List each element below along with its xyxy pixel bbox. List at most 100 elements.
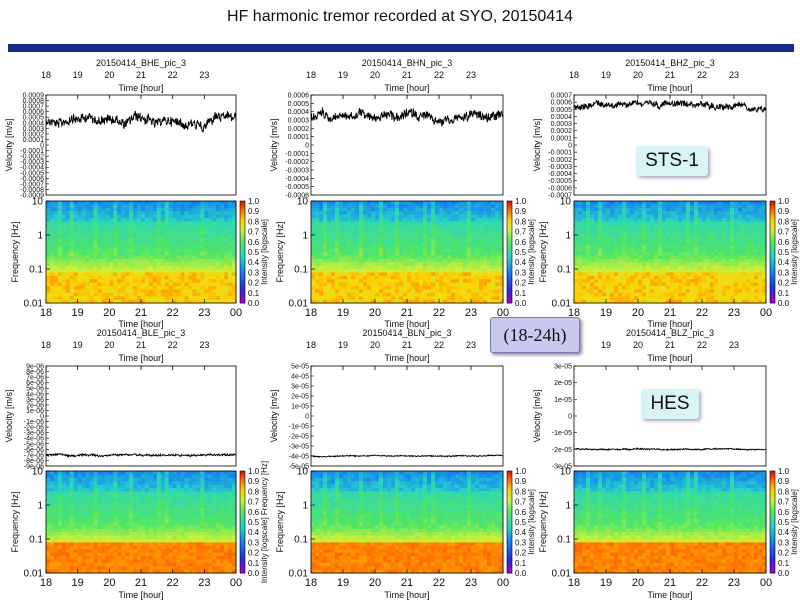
colorbar-step [770,234,775,238]
spectrogram-cell [61,562,67,567]
spectrogram-cell [133,296,138,301]
spectrogram-cell [686,296,691,301]
spectrogram-time-tick-label: 19 [337,307,349,319]
spectrogram-cell [738,258,743,263]
spectrogram-cell [343,286,348,290]
spectrogram-cell [395,296,400,301]
spectrogram-cell [351,275,356,280]
spectrogram-cell [447,201,452,205]
spectrogram-cell [391,231,396,236]
spectrogram-cell [125,296,130,301]
spectrogram-cell [148,292,154,297]
spectrogram-cell [403,282,408,287]
spectrogram-cell [463,286,468,290]
colorbar-tick-label: 0.2 [248,279,260,288]
spectrogram-cell [650,235,655,239]
spectrogram-cell [495,248,500,253]
spectrogram-cell [50,201,55,205]
spectrogram-cell [746,207,751,212]
spectrogram-cell [734,228,739,233]
colorbar-step [770,208,775,212]
spectrogram-cell [499,296,504,301]
spectrogram-cell [355,207,360,212]
spectrogram-cell [315,228,320,233]
spectrogram-cell [602,286,607,290]
spectrogram-cell [89,258,94,263]
spectrogram-cell [638,272,643,277]
spectrogram-cell [750,299,755,304]
spectrogram-cell [646,292,651,297]
velocity-tick-label: 0.0009 [23,93,45,100]
spectrogram-cell [220,238,225,243]
spectrogram-cell [367,248,372,253]
spectrogram-cell [113,252,118,256]
spectrogram-cell [129,279,134,284]
spectrogram-cell [148,252,154,256]
spectrogram-cell [586,286,591,290]
spectrogram-cell [311,245,316,250]
spectrogram-cell [618,272,623,277]
spectrogram-cell [578,279,583,284]
spectrogram-cell [156,221,162,226]
spectrogram-cell [224,245,229,250]
colorbar-tick-label: 0.6 [778,238,790,247]
spectrogram-cell [391,282,396,287]
spectrogram-cell [475,248,480,253]
spectrogram-cell [46,279,51,284]
spectrogram-cell [212,231,217,236]
spectrogram-cell [447,252,452,256]
spectrogram-cell [180,228,186,233]
spectrogram-cell [578,207,583,212]
spectrogram-cell [630,292,635,297]
spectrogram-cell [148,231,154,236]
spectrogram-cell [714,218,719,222]
spectrogram-cell [331,282,336,287]
spectrogram-cell [156,289,162,294]
spectrogram-cell [200,262,205,267]
spectrogram-cell [654,299,659,304]
spectrogram-cell [467,272,472,277]
spectrogram-cell [212,292,217,297]
spectrogram-cell [594,299,599,304]
spectrogram-cell [61,508,67,513]
colorbar-tick-label: 0.4 [778,258,790,267]
spectrogram-cell [180,296,186,301]
velocity-tick-label: 0 [305,414,309,421]
spectrogram-cell [638,214,643,219]
spectrogram-cell [738,245,743,250]
spectrogram-cell [734,221,739,226]
spectrogram-cell [690,265,695,270]
spectrogram-cell [168,275,174,280]
spectrogram-cell [160,241,166,246]
waveform-xlabel: Time [hour] [384,353,429,363]
spectrogram-cell [65,289,71,294]
spectrogram-cell [73,255,79,260]
spectrogram-cell [742,299,747,304]
spectrogram-cell [50,272,55,277]
spectrogram-cell [228,282,233,287]
spectrogram-cell [746,228,751,233]
spectrogram-cell [435,265,440,270]
spectrogram-cell [395,289,400,294]
spectrogram-cell [156,279,162,284]
time-tick-label: 20 [370,70,380,80]
spectrogram-cell [443,282,448,287]
spectrogram-cell [53,552,59,557]
frequency-tick-label: 0.01 [552,299,572,310]
spectrogram-time-tick-label: 22 [696,307,708,319]
spectrogram-cell [698,299,703,304]
spectrogram-cell [50,207,55,212]
spectrogram-time-tick-label: 22 [433,307,445,319]
spectrogram-cell [678,286,683,290]
spectrogram-cell [614,241,619,246]
spectrogram-cell [351,214,356,219]
velocity-tick-label: -9e-06 [24,464,44,471]
spectrogram-cell [439,204,444,209]
spectrogram-cell [598,228,603,233]
spectrogram-cell [459,299,464,304]
spectrogram-cell [383,252,388,256]
spectrogram-cell [618,286,623,290]
spectrogram-cell [315,258,320,263]
spectrogram-cell [85,201,91,205]
spectrogram-cell [499,211,504,216]
